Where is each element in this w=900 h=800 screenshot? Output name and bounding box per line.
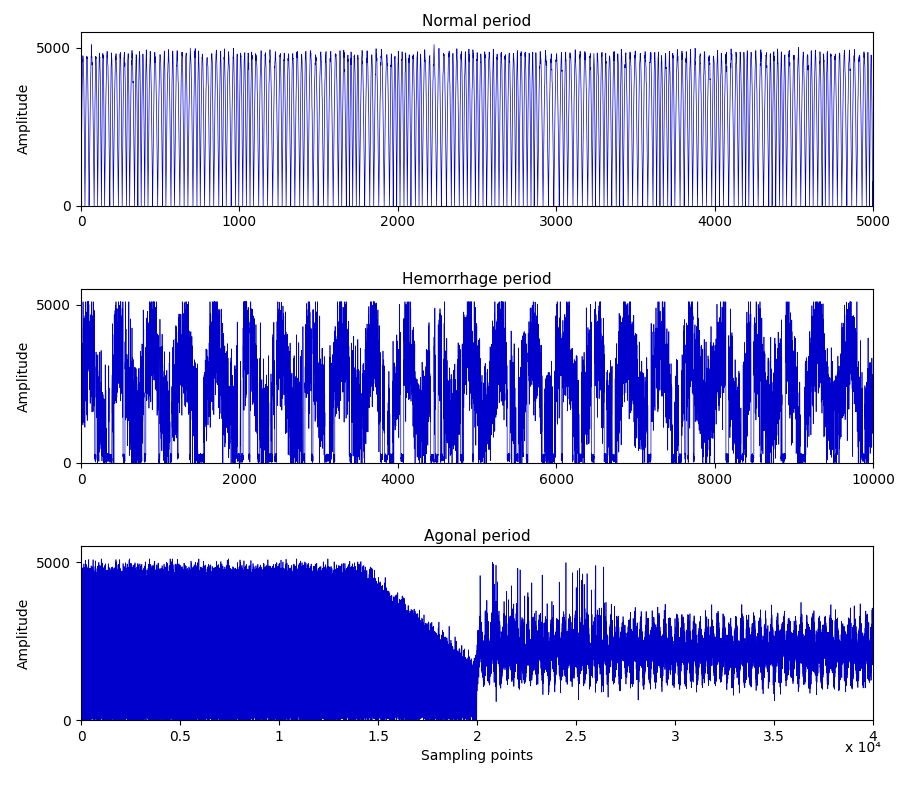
Y-axis label: Amplitude: Amplitude	[17, 83, 31, 154]
Y-axis label: Amplitude: Amplitude	[17, 598, 31, 669]
Y-axis label: Amplitude: Amplitude	[17, 340, 31, 412]
Text: x 10⁴: x 10⁴	[845, 741, 881, 755]
X-axis label: Sampling points: Sampling points	[421, 750, 533, 763]
Title: Normal period: Normal period	[422, 14, 532, 30]
Title: Agonal period: Agonal period	[424, 529, 530, 544]
Title: Hemorrhage period: Hemorrhage period	[402, 271, 552, 286]
